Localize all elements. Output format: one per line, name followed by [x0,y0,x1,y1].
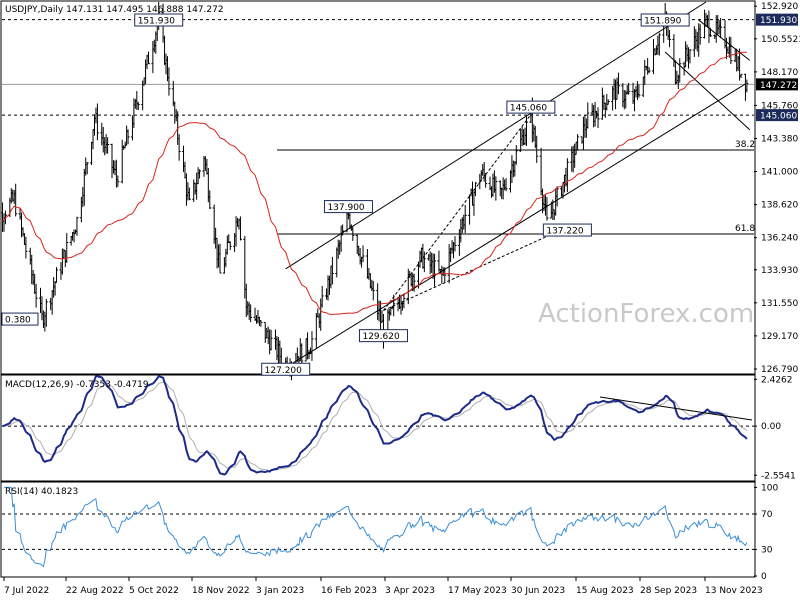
macd-tick-label: 0.00 [761,422,781,432]
macd-line [2,374,748,476]
time-tick-label: 18 Nov 2022 [192,586,250,596]
annotation-label: 127.200 [265,366,302,376]
time-tick-label: 3 Jan 2023 [256,586,304,596]
price-tick-label: 133.930 [761,266,798,276]
price-tick-label: 126.790 [761,365,798,375]
time-tick-label: 3 Apr 2023 [385,586,435,596]
macd-signal-line [2,381,748,471]
rsi-grid [2,513,754,550]
price-tick-label: 138.620 [761,201,798,211]
annotation-label: 137.900 [327,203,364,213]
time-axis: 7 Jul 2022 22 Aug 2022 5 Oct 2022 18 Nov 20… [3,577,763,596]
channel-line [285,83,746,368]
rsi-tick-label: 70 [761,510,773,520]
annotation-box [1,312,39,326]
annotation-box [640,13,690,27]
time-tick-label: 5 Oct 2022 [129,586,179,596]
macd-label: MACD(12,26,9) -0.7353 -0.4719 [5,380,149,390]
price-tag-label: 147.272 [760,81,797,91]
price-tick-label: 129.170 [761,332,798,342]
time-tick-label: 30 Jun 2023 [511,586,565,596]
annotation-label: 145.060 [510,104,547,114]
annotation-label: 0.380 [5,316,31,326]
annotation-label: 151.890 [644,17,681,27]
watermark: ActionForex.com [538,299,754,329]
price-tag [756,109,798,122]
time-tick-label: 13 Nov 2023 [705,586,763,596]
channel-line [285,1,707,270]
rsi-panel-frame [0,481,756,578]
price-tag-label: 145.060 [760,112,797,122]
price-tick-label: 145.760 [761,101,798,111]
annotation-box [358,329,408,343]
annotation-box [542,223,592,237]
moving-average-line [2,51,747,315]
price-tick-label: 150.5521 [761,35,800,45]
price-axis: 152.920 150.5521 148.170 145.760 143.380 141.… [754,2,800,375]
fib-label: 61.8 [735,224,755,234]
price-tick-label: 143.380 [761,134,798,144]
price-tick-label: 136.240 [761,234,798,244]
rsi-line [4,486,748,568]
rsi-axis: 100 70 30 0 [754,483,778,582]
time-tick-label: 7 Jul 2022 [4,586,49,596]
fib-label: 38.2 [735,140,755,150]
time-tick-label: 17 May 2023 [448,586,507,596]
chart-title: USDJPY,Daily 147.131 147.495 146.888 147… [5,5,224,15]
time-tick-label: 28 Sep 2023 [640,586,697,596]
macd-axis: 2.4262 0.00 -2.5541 [754,375,796,481]
price-tag [756,13,798,26]
price-tag-label: 151.930 [760,16,797,26]
macd-trend-line [599,396,753,421]
annotation-box [134,13,184,27]
annotation-label: 151.930 [138,17,175,27]
annotation-box [506,100,556,114]
rsi-tick-label: 0 [761,572,767,582]
macd-tick-label: -2.5541 [761,471,796,481]
time-tick-label: 22 Aug 2022 [66,586,124,596]
price-panel-frame [0,0,756,375]
price-tick-label: 131.550 [761,299,798,309]
annotation-box [323,200,373,214]
price-tick-label: 141.000 [761,168,798,178]
time-tick-label: 15 Aug 2023 [576,586,634,596]
annotation-box [261,362,311,376]
rsi-label: RSI(14) 40.1823 [5,487,78,497]
rsi-tick-label: 100 [761,483,778,493]
macd-tick-label: 2.4262 [761,375,793,385]
price-tick-label: 152.920 [761,2,798,12]
price-tag [756,78,798,91]
price-annotations: 151.930 151.890 145.060 137.900 137.220 129.6… [1,13,690,376]
annotation-label: 129.620 [362,332,399,342]
price-reference-lines: 38.2 61.8 [2,19,755,235]
macd-panel-frame [0,374,756,482]
annotation-label: 137.220 [546,227,583,237]
price-tick-label: 148.170 [761,68,798,78]
time-tick-label: 16 Feb 2023 [321,586,377,596]
rsi-tick-label: 30 [761,545,773,555]
